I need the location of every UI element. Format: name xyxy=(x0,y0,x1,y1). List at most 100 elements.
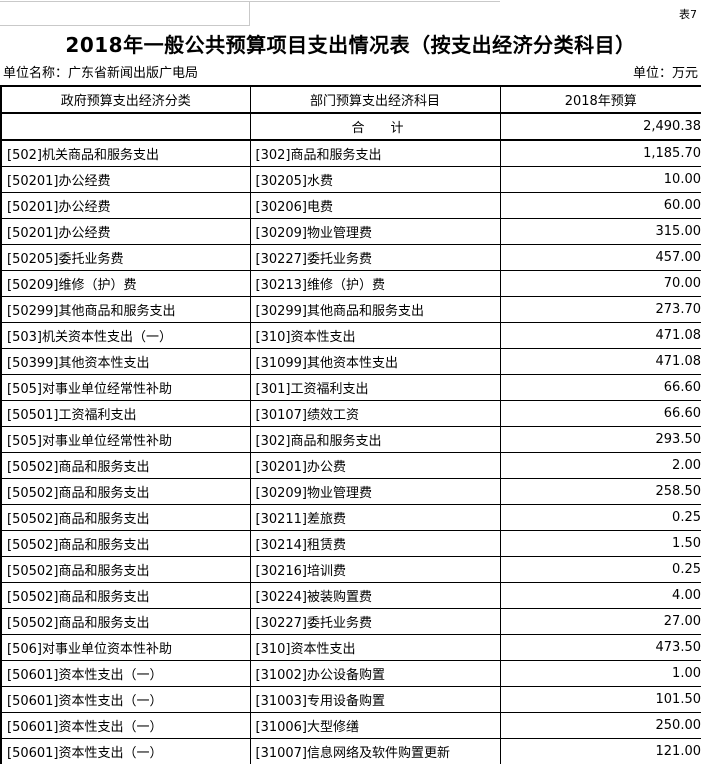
table-row: [50205]委托业务费 [30227]委托业务费 457.00 xyxy=(0,244,701,271)
budget-amount-cell: 10.00 xyxy=(499,166,701,193)
gov-classification-cell: [50502]商品和服务支出 xyxy=(0,556,251,583)
gov-classification-cell: [50502]商品和服务支出 xyxy=(0,530,251,557)
table-header-row: 政府预算支出经济分类 部门预算支出经济科目 2018年预算 xyxy=(0,85,701,114)
gov-classification-cell xyxy=(0,112,251,141)
gov-classification-cell: [506]对事业单位资本性补助 xyxy=(0,634,251,661)
dept-subject-cell: [30209]物业管理费 xyxy=(249,218,501,245)
dept-subject-cell: [30206]电费 xyxy=(249,192,501,219)
table-row: [50502]商品和服务支出 [30227]委托业务费 27.00 xyxy=(0,608,701,635)
gov-classification-cell: [50601]资本性支出（一） xyxy=(0,738,251,764)
table-row: [506]对事业单位资本性补助 [310]资本性支出 473.50 xyxy=(0,634,701,661)
dept-subject-cell: [30205]水费 xyxy=(249,166,501,193)
budget-amount-cell: 473.50 xyxy=(499,634,701,661)
gov-classification-cell: [50201]办公经费 xyxy=(0,166,251,193)
dept-subject-cell: [30227]委托业务费 xyxy=(249,244,501,271)
dept-subject-cell: [30209]物业管理费 xyxy=(249,478,501,505)
currency-unit-label: 单位：万元 xyxy=(632,66,698,81)
table-row: [505]对事业单位经常性补助 [301]工资福利支出 66.60 xyxy=(0,374,701,401)
gov-classification-cell: [50502]商品和服务支出 xyxy=(0,452,251,479)
budget-table: 政府预算支出经济分类 部门预算支出经济科目 2018年预算 合 计 2,490.3… xyxy=(0,85,701,764)
gov-classification-cell: [50502]商品和服务支出 xyxy=(0,478,251,505)
dept-subject-cell: [31003]专用设备购置 xyxy=(249,686,501,713)
spreadsheet-remnant-bottom-border xyxy=(0,25,250,26)
page-title: 2018年一般公共预算项目支出情况表（按支出经济分类科目） xyxy=(65,33,636,57)
gov-classification-cell: [50201]办公经费 xyxy=(0,192,251,219)
gov-classification-cell: [50399]其他资本性支出 xyxy=(0,348,251,375)
gov-classification-cell: [503]机关资本性支出（一） xyxy=(0,322,251,349)
gov-classification-cell: [50502]商品和服务支出 xyxy=(0,608,251,635)
table-row: [50209]维修（护）费 [30213]维修（护）费 70.00 xyxy=(0,270,701,297)
dept-subject-cell: [301]工资福利支出 xyxy=(249,374,501,401)
gov-classification-cell: [505]对事业单位经常性补助 xyxy=(0,426,251,453)
table-row: [50502]商品和服务支出 [30214]租赁费 1.50 xyxy=(0,530,701,557)
dept-subject-cell: [30214]租赁费 xyxy=(249,530,501,557)
dept-subject-cell: [30213]维修（护）费 xyxy=(249,270,501,297)
budget-amount-cell: 101.50 xyxy=(499,686,701,713)
dept-subject-cell: [30107]绩效工资 xyxy=(249,400,501,427)
spreadsheet-remnant-top-border xyxy=(0,1,500,2)
budget-amount-cell: 2,490.38 xyxy=(499,112,701,141)
dept-subject-cell: [310]资本性支出 xyxy=(249,322,501,349)
column-header-gov-classification: 政府预算支出经济分类 xyxy=(0,85,251,114)
total-label-cell: 合 计 xyxy=(249,112,501,141)
sheet-number-label: 表7 xyxy=(679,8,697,21)
budget-table-body: 合 计 2,490.38 [502]机关商品和服务支出 [302]商品和服务支出 1,1… xyxy=(0,112,701,764)
budget-amount-cell: 1.00 xyxy=(499,660,701,687)
total-row: 合 计 2,490.38 xyxy=(0,112,701,141)
column-header-dept-subject: 部门预算支出经济科目 xyxy=(249,85,501,114)
dept-subject-cell: [30224]被装购置费 xyxy=(249,582,501,609)
gov-classification-cell: [50601]资本性支出（一） xyxy=(0,660,251,687)
table-row: [50601]资本性支出（一） [31003]专用设备购置 101.50 xyxy=(0,686,701,713)
table-row: [50201]办公经费 [30206]电费 60.00 xyxy=(0,192,701,219)
table-row: [50201]办公经费 [30209]物业管理费 315.00 xyxy=(0,218,701,245)
dept-subject-cell: [31002]办公设备购置 xyxy=(249,660,501,687)
gov-classification-cell: [50201]办公经费 xyxy=(0,218,251,245)
gov-classification-cell: [50601]资本性支出（一） xyxy=(0,712,251,739)
budget-amount-cell: 121.00 xyxy=(499,738,701,764)
dept-subject-cell: [31007]信息网络及软件购置更新 xyxy=(249,738,501,764)
gov-classification-cell: [50502]商品和服务支出 xyxy=(0,582,251,609)
dept-subject-cell: [310]资本性支出 xyxy=(249,634,501,661)
budget-amount-cell: 258.50 xyxy=(499,478,701,505)
table-row: [50601]资本性支出（一） [31006]大型修缮 250.00 xyxy=(0,712,701,739)
budget-amount-cell: 457.00 xyxy=(499,244,701,271)
gov-classification-cell: [50501]工资福利支出 xyxy=(0,400,251,427)
budget-amount-cell: 66.60 xyxy=(499,400,701,427)
table-row: [50501]工资福利支出 [30107]绩效工资 66.60 xyxy=(0,400,701,427)
budget-amount-cell: 60.00 xyxy=(499,192,701,219)
gov-classification-cell: [50502]商品和服务支出 xyxy=(0,504,251,531)
gov-classification-cell: [502]机关商品和服务支出 xyxy=(0,139,251,167)
budget-amount-cell: 4.00 xyxy=(499,582,701,609)
meta-row: 单位名称：广东省新闻出版广电局 单位：万元 xyxy=(3,65,698,82)
gov-classification-cell: [505]对事业单位经常性补助 xyxy=(0,374,251,401)
table-row: [50601]资本性支出（一） [31002]办公设备购置 1.00 xyxy=(0,660,701,687)
budget-amount-cell: 250.00 xyxy=(499,712,701,739)
table-row: [50502]商品和服务支出 [30211]差旅费 0.25 xyxy=(0,504,701,531)
budget-amount-cell: 1.50 xyxy=(499,530,701,557)
table-row: [503]机关资本性支出（一） [310]资本性支出 471.08 xyxy=(0,322,701,349)
dept-subject-cell: [30211]差旅费 xyxy=(249,504,501,531)
gov-classification-cell: [50209]维修（护）费 xyxy=(0,270,251,297)
dept-subject-cell: [30201]办公费 xyxy=(249,452,501,479)
table-row: [50299]其他商品和服务支出 [30299]其他商品和服务支出 273.70 xyxy=(0,296,701,323)
table-row: [50502]商品和服务支出 [30224]被装购置费 4.00 xyxy=(0,582,701,609)
dept-subject-cell: [31006]大型修缮 xyxy=(249,712,501,739)
budget-amount-cell: 70.00 xyxy=(499,270,701,297)
table-row: [50601]资本性支出（一） [31007]信息网络及软件购置更新 121.00 xyxy=(0,738,701,764)
budget-amount-cell: 0.25 xyxy=(499,504,701,531)
table-row: [50502]商品和服务支出 [30201]办公费 2.00 xyxy=(0,452,701,479)
budget-amount-cell: 471.08 xyxy=(499,348,701,375)
table-row: [50502]商品和服务支出 [30216]培训费 0.25 xyxy=(0,556,701,583)
gov-classification-cell: [50299]其他商品和服务支出 xyxy=(0,296,251,323)
dept-subject-cell: [302]商品和服务支出 xyxy=(249,139,501,167)
gov-classification-cell: [50205]委托业务费 xyxy=(0,244,251,271)
gov-classification-cell: [50601]资本性支出（一） xyxy=(0,686,251,713)
budget-amount-cell: 273.70 xyxy=(499,296,701,323)
dept-subject-cell: [31099]其他资本性支出 xyxy=(249,348,501,375)
table-row: [50399]其他资本性支出 [31099]其他资本性支出 471.08 xyxy=(0,348,701,375)
budget-amount-cell: 27.00 xyxy=(499,608,701,635)
dept-subject-cell: [30299]其他商品和服务支出 xyxy=(249,296,501,323)
dept-subject-cell: [30227]委托业务费 xyxy=(249,608,501,635)
table-row: [50201]办公经费 [30205]水费 10.00 xyxy=(0,166,701,193)
